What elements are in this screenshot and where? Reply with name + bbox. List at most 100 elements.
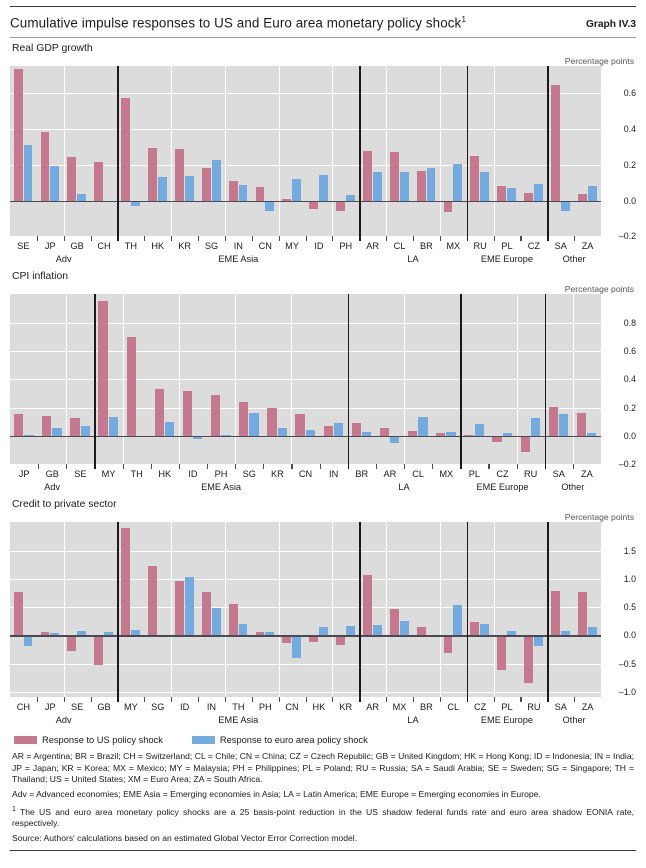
x-axis-tick-label: PH: [339, 241, 353, 252]
x-axis-tick-label: TH: [124, 241, 137, 252]
gridline-vertical: [66, 294, 68, 465]
gridline-horizontal: [10, 379, 601, 381]
bar: [372, 624, 382, 636]
bar: [67, 156, 77, 201]
x-axis-tick-label: AR: [366, 702, 380, 713]
x-axis-tick-label: SE: [71, 702, 84, 713]
y-axis-tick-label: 0.5: [623, 602, 636, 613]
legend-label-us: Response to US policy shock: [42, 735, 163, 746]
bar: [426, 168, 436, 201]
x-axis-tick: [305, 236, 307, 242]
notes: AR = Argentina; BR = Brazil; CH = Switze…: [10, 749, 636, 844]
bar: [40, 631, 50, 636]
x-axis-tick-label: HK: [158, 469, 172, 480]
x-axis-tick: [198, 697, 200, 703]
x-axis-tick-label: SG: [151, 702, 165, 713]
bar: [210, 395, 221, 437]
x-axis-tick: [66, 464, 68, 470]
x-axis-tick-label: MX: [446, 241, 461, 252]
bar: [548, 407, 558, 437]
bar: [67, 635, 77, 652]
gridline-vertical: [278, 522, 280, 698]
bar: [361, 431, 372, 437]
chart-panel-3: Credit to private sector Percentage point…: [10, 494, 636, 727]
x-axis-tick-label: RU: [524, 469, 538, 480]
x-axis-tick-label: MY: [123, 702, 138, 713]
x-axis-tick-label: CN: [258, 241, 272, 252]
x-axis-tick-label: TH: [232, 702, 245, 713]
bar: [576, 412, 587, 437]
x-axis-tick: [412, 697, 415, 703]
gridline-horizontal: [10, 464, 601, 466]
x-axis-tick: [574, 236, 576, 242]
x-axis-tick-label: MX: [439, 469, 454, 480]
x-axis-tick-label: JP: [18, 469, 30, 480]
note-groups: Adv = Advanced economies; EME Asia = Eme…: [12, 789, 541, 800]
x-axis-tick-label: PL: [501, 241, 513, 252]
x-axis-tick: [36, 236, 38, 242]
plot-canvas: [10, 294, 601, 466]
x-axis-tick: [574, 697, 576, 703]
bar: [470, 155, 480, 201]
legend: Response to US policy shock Response to …: [10, 727, 636, 749]
x-axis-tick: [117, 697, 119, 703]
x-axis-tick: [493, 697, 495, 703]
x-axis-tick: [466, 236, 468, 242]
gridline-horizontal: [10, 407, 601, 409]
gridline-vertical: [386, 522, 388, 698]
x-axis-ticks: [10, 236, 601, 242]
x-axis-tick: [488, 464, 490, 470]
y-axis-labels: –0.2 0.0 0.2 0.4 0.6 0.8: [603, 294, 636, 470]
bar: [193, 436, 203, 439]
x-axis-tick: [235, 464, 237, 470]
x-axis-tick: [386, 236, 388, 242]
x-axis-tick-label: CL: [447, 702, 460, 713]
bar: [13, 414, 24, 437]
gridline-vertical: [439, 522, 441, 698]
gridline-horizontal: [10, 322, 601, 324]
group-separator: [359, 66, 361, 237]
y-axis-tick-label: 0.6: [623, 88, 636, 99]
y-axis-labels: –1.0 –0.5 0.0 0.5 1.0 1.5: [603, 522, 636, 697]
y-axis-tick-label: 0.2: [623, 159, 636, 170]
x-axis-tick-label: SA: [552, 469, 565, 480]
x-axis-tick-label: PH: [258, 702, 272, 713]
x-axis-tick: [198, 236, 200, 242]
bar: [497, 186, 507, 201]
x-axis-tick-label: AR: [366, 241, 380, 252]
bar: [295, 414, 305, 437]
bar: [157, 176, 167, 201]
bar: [551, 590, 560, 636]
bar: [238, 624, 248, 636]
group-separator: [544, 294, 546, 465]
bar: [80, 425, 90, 437]
x-axis-tick-label: CH: [97, 241, 111, 252]
group-label: Adv: [44, 482, 61, 493]
plot-area: –0.2 0.0 0.2 0.4 0.6: [10, 66, 636, 241]
y-axis-tick-label: 0.2: [623, 402, 636, 413]
bar: [390, 436, 400, 443]
x-axis-tick-label: SE: [74, 469, 87, 480]
x-axis-tick-label: CL: [412, 469, 424, 480]
x-axis-labels: CH JP SE GB MY SG ID IN TH PH CN HK KR AR MX BR CL CZ PL RU…: [10, 702, 601, 715]
bar: [524, 635, 534, 683]
axis-units-label: Percentage points: [564, 56, 634, 67]
x-axis-tick: [439, 697, 441, 703]
x-axis-tick-label: MX: [392, 702, 407, 713]
x-axis-tick: [224, 236, 226, 242]
bar: [372, 172, 382, 201]
zero-axis-line: [10, 200, 601, 202]
bar: [309, 635, 319, 642]
zero-axis-line: [10, 436, 601, 438]
bottom-rule: [10, 849, 636, 851]
legend-label-eu: Response to euro area policy shock: [219, 735, 368, 746]
y-axis-tick-label: 0.0: [623, 431, 636, 442]
x-axis-tick: [207, 464, 209, 470]
group-label: Adv: [55, 254, 72, 265]
bar: [443, 635, 453, 653]
bar: [418, 417, 428, 437]
bar: [201, 592, 211, 636]
gridline-vertical: [572, 294, 574, 465]
bar: [319, 627, 328, 636]
x-axis-tick: [144, 697, 146, 703]
